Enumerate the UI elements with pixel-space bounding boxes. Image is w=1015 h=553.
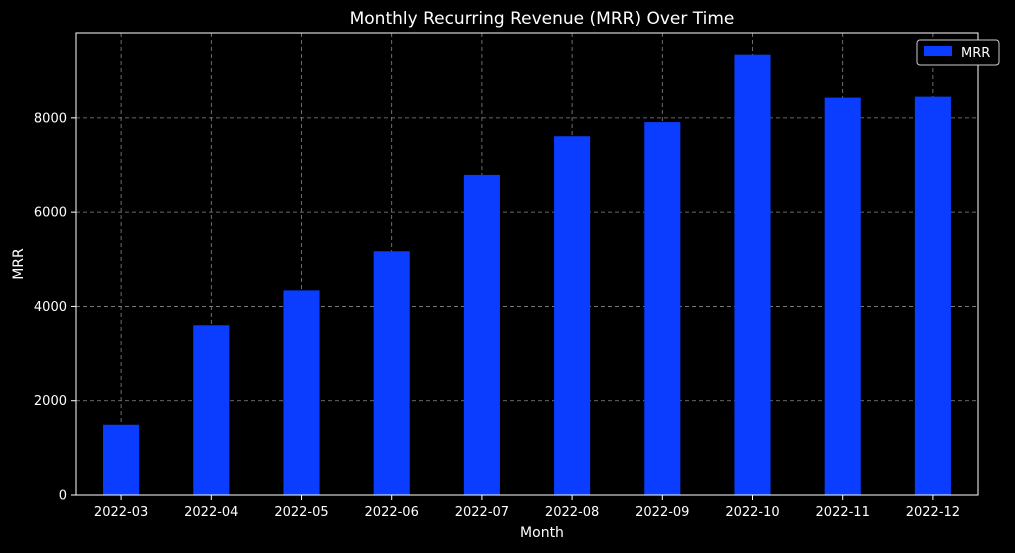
bar-2022-04 [193,325,230,495]
x-tick-label: 2022-08 [545,505,599,520]
legend-swatch-mrr [924,46,952,56]
x-axis-label: Month [520,525,564,541]
x-tick-label: 2022-10 [725,505,779,520]
bar-2022-06 [373,251,410,495]
y-tick-label: 8000 [34,111,67,126]
y-axis-label: MRR [11,248,27,280]
x-tick-label: 2022-06 [365,505,419,520]
axes-frame [75,32,979,496]
bar-2022-10 [734,54,771,495]
tick-layer: 0 2000 4000 6000 8000 2022-03 2022-04 2022-05 20… [34,111,960,520]
x-tick-label: 2022-12 [906,505,960,520]
legend-label-mrr: MRR [961,46,990,61]
bar-2022-05 [283,290,320,495]
bar-2022-08 [554,136,591,495]
x-tick-label: 2022-04 [184,505,238,520]
bar-2022-11 [824,97,861,495]
bar-2022-07 [463,174,500,495]
chart-title: Monthly Recurring Revenue (MRR) Over Tim… [350,9,735,29]
x-tick-label: 2022-05 [274,505,328,520]
legend: MRR [916,39,1000,66]
y-tick-label: 4000 [34,300,67,315]
x-tick-label: 2022-09 [635,505,689,520]
y-tick-label: 2000 [34,394,67,409]
bar-layer [103,54,951,496]
y-tick-label: 0 [59,489,67,504]
bar-2022-12 [914,96,951,496]
bar-2022-09 [644,122,681,495]
bar-2022-03 [103,424,140,495]
x-tick-label: 2022-03 [94,505,148,520]
y-tick-label: 6000 [34,206,67,221]
x-tick-label: 2022-07 [455,505,509,520]
x-tick-label: 2022-11 [816,505,870,520]
